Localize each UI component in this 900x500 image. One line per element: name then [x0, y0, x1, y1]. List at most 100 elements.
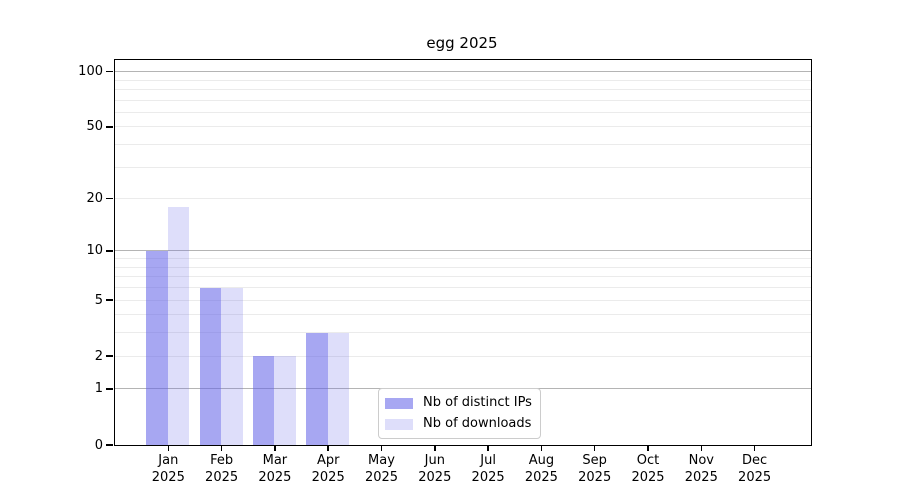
bar-downloads — [327, 332, 350, 445]
x-tick-label: Jul 2025 — [461, 452, 515, 486]
legend: Nb of distinct IPs Nb of downloads — [378, 388, 541, 439]
x-tick-label-month: Jul — [480, 453, 496, 468]
gridline-minor — [115, 99, 811, 101]
x-tick-label: Apr 2025 — [301, 452, 355, 486]
gridline-minor — [115, 276, 811, 278]
gridline-minor — [115, 266, 811, 268]
x-tick-label-month: Aug — [528, 453, 555, 468]
y-tick-mark — [106, 126, 113, 128]
x-tick-mark — [700, 446, 703, 451]
x-tick-label: Mar 2025 — [248, 452, 302, 486]
x-tick-mark — [593, 446, 596, 451]
x-tick-label-month: Jun — [424, 453, 445, 468]
legend-swatch-downloads — [385, 418, 413, 430]
x-tick-mark — [380, 446, 383, 451]
x-tick-label-year: 2025 — [631, 470, 665, 485]
x-tick-label-month: Sep — [582, 453, 607, 468]
y-tick-label: 1 — [94, 381, 103, 397]
x-tick-label-month: Dec — [742, 453, 768, 468]
x-tick-label: Dec 2025 — [728, 452, 782, 486]
x-tick-label-year: 2025 — [311, 470, 345, 485]
bar-distinct-ips — [146, 251, 168, 445]
y-tick-label: 50 — [86, 119, 103, 135]
x-tick-label-month: Apr — [316, 453, 340, 468]
x-tick-label: Sep 2025 — [568, 452, 622, 486]
bar-downloads — [167, 206, 190, 445]
x-tick-label-month: Feb — [210, 453, 234, 468]
x-tick-mark — [487, 446, 489, 451]
y-tick-mark — [106, 355, 113, 357]
x-tick-label-year: 2025 — [578, 470, 612, 485]
x-tick-mark — [540, 446, 543, 451]
y-tick-mark — [106, 444, 113, 446]
bar-distinct-ips — [252, 356, 275, 445]
gridline-minor — [115, 79, 811, 81]
x-tick-mark — [434, 446, 436, 451]
y-tick-label: 5 — [94, 292, 103, 308]
y-tick-mark — [106, 299, 113, 301]
gridline-minor — [115, 198, 811, 200]
x-tick-label-year: 2025 — [205, 470, 239, 485]
x-tick-mark — [274, 446, 276, 451]
y-tick-mark — [106, 388, 113, 390]
x-tick-label-year: 2025 — [738, 470, 772, 485]
x-tick-label-year: 2025 — [364, 470, 399, 485]
x-tick-mark — [167, 446, 170, 451]
x-tick-label: Feb 2025 — [195, 452, 249, 486]
x-tick-mark — [327, 446, 329, 451]
plot-area: Jan 2025 Feb 2025 Mar 2025 Apr 2025 May 2025 Jun 20… — [78, 59, 812, 485]
bar-distinct-ips — [306, 332, 328, 445]
x-tick-label-year: 2025 — [471, 470, 505, 485]
gridline-minor — [115, 111, 811, 113]
x-tick-label: Jan 2025 — [141, 452, 195, 486]
x-tick-label-year: 2025 — [258, 470, 292, 485]
x-tick-label: Jun 2025 — [408, 452, 462, 486]
chart-title: egg 2025 — [426, 34, 498, 52]
x-tick-label-year: 2025 — [418, 470, 452, 485]
x-tick-label: May 2025 — [355, 452, 409, 486]
gridline-minor — [115, 166, 811, 168]
gridline-major — [115, 71, 811, 73]
x-tick-label: Aug 2025 — [514, 452, 568, 486]
bar-downloads — [221, 287, 243, 445]
y-tick-mark — [106, 197, 113, 200]
gridline-major — [115, 250, 811, 252]
y-tick-label: 20 — [86, 191, 103, 207]
x-tick-mark — [647, 446, 649, 451]
gridline-minor — [115, 355, 811, 357]
gridline-minor — [115, 144, 811, 146]
y-tick-label: 10 — [86, 243, 103, 259]
legend-swatch-distinct-ips — [385, 397, 413, 409]
x-tick-label-month: Nov — [688, 453, 714, 468]
x-tick-label-month: Jan — [158, 453, 179, 468]
gridline-minor — [115, 332, 811, 334]
gridline-minor — [115, 258, 811, 260]
y-tick-label: 2 — [94, 348, 103, 364]
gridline-minor — [115, 299, 811, 301]
x-tick-label-month: May — [368, 453, 395, 468]
x-tick-label-month: Mar — [262, 453, 288, 468]
x-tick-label-year: 2025 — [684, 470, 718, 485]
legend-label-distinct-ips: Nb of distinct IPs — [423, 395, 532, 410]
gridline-minor — [115, 126, 811, 128]
x-tick-label-year: 2025 — [524, 470, 558, 485]
x-tick-mark — [753, 446, 756, 451]
bar-downloads — [274, 356, 296, 445]
gridline-minor — [115, 314, 811, 316]
y-tick-label: 0 — [94, 437, 103, 453]
x-tick-label-month: Oct — [636, 453, 660, 468]
x-tick-label: Oct 2025 — [621, 452, 675, 486]
bar-distinct-ips — [199, 287, 222, 445]
x-tick-label-year: 2025 — [151, 470, 185, 485]
legend-item-downloads: Nb of downloads — [385, 415, 532, 433]
y-tick-mark — [106, 250, 113, 252]
x-tick-label: Nov 2025 — [674, 452, 728, 486]
y-tick-label: 100 — [78, 64, 103, 80]
x-tick-mark — [220, 446, 223, 451]
legend-label-downloads: Nb of downloads — [423, 416, 532, 431]
y-tick-mark — [106, 70, 113, 73]
gridline-minor — [115, 287, 811, 289]
gridline-minor — [115, 88, 811, 90]
legend-item-distinct-ips: Nb of distinct IPs — [385, 394, 532, 412]
